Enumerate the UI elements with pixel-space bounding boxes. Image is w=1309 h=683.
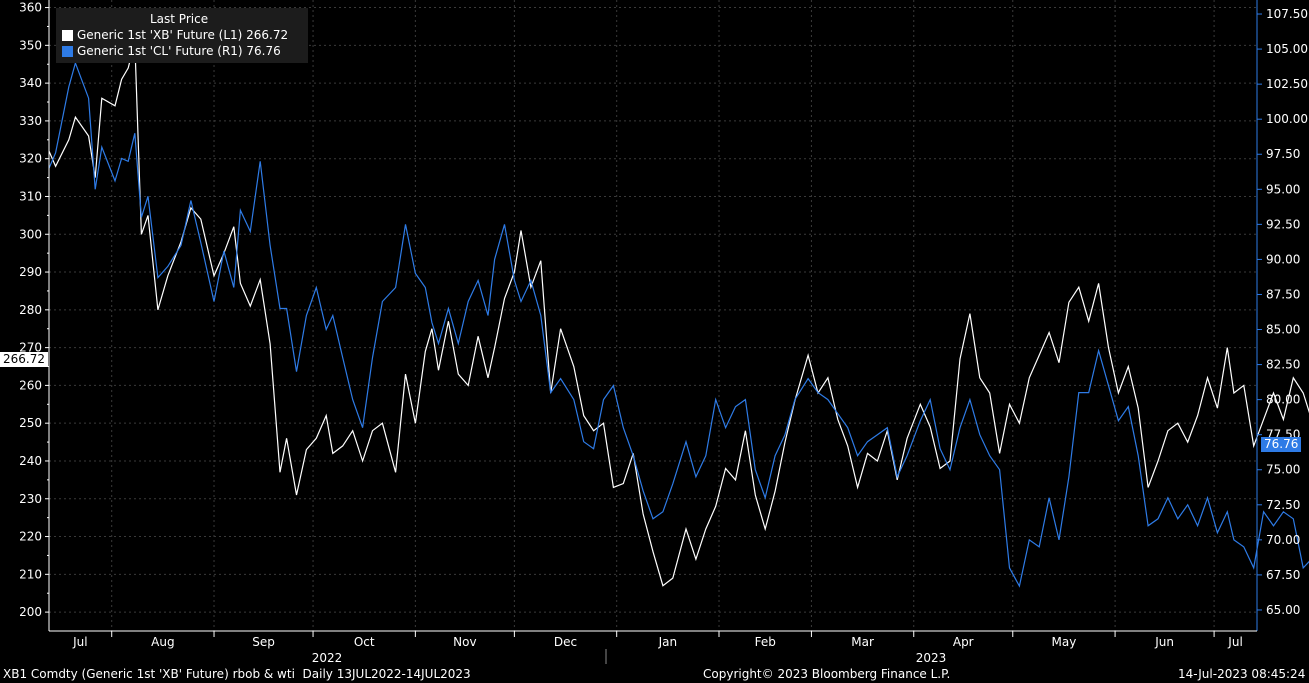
y-left-tick-label: 330 [19, 114, 42, 128]
y-right-tick-label: 65.00 [1266, 603, 1300, 617]
x-month-label: Oct [354, 635, 375, 649]
legend-title: Last Price [150, 12, 209, 26]
series-line-cl [48, 61, 1309, 588]
last-value-left-badge: 266.72 [0, 352, 48, 367]
y-right-tick-label: 80.00 [1266, 393, 1300, 407]
y-left-tick-label: 310 [19, 189, 42, 203]
y-right-tick-label: 70.00 [1266, 533, 1300, 547]
x-month-label: Mar [851, 635, 874, 649]
x-month-label: Jun [1154, 635, 1174, 649]
y-left-tick-label: 300 [19, 227, 42, 241]
y-left-tick-label: 340 [19, 76, 42, 90]
grid [49, 0, 1257, 631]
y-right-tick-label: 85.00 [1266, 323, 1300, 337]
y-left-tick-label: 290 [19, 265, 42, 279]
y-left-tick-label: 280 [19, 303, 42, 317]
x-month-label: Jan [658, 635, 678, 649]
legend-item-cl: Generic 1st 'CL' Future (R1) 76.76 [62, 44, 281, 58]
y-axis-left-ticks: 200 210 220 230 240 250 260 270 280 290 300 310 320 3… [19, 1, 49, 619]
x-month-label: Sep [252, 635, 275, 649]
y-right-tick-label: 102.50 [1266, 77, 1308, 91]
legend: Last Price Generic 1st 'XB' Future (L1) … [56, 8, 308, 63]
y-right-tick-label: 67.50 [1266, 568, 1300, 582]
y-right-tick-label: 82.50 [1266, 358, 1300, 372]
y-left-tick-label: 320 [19, 152, 42, 166]
series-line-xb [48, 41, 1309, 587]
footer-copyright: Copyright© 2023 Bloomberg Finance L.P. [703, 667, 951, 681]
y-right-tick-label: 75.00 [1266, 463, 1300, 477]
y-right-tick-label: 105.00 [1266, 42, 1308, 56]
y-left-tick-label: 250 [19, 416, 42, 430]
y-left-tick-label: 270 [19, 341, 42, 355]
series-lines [48, 41, 1309, 588]
x-month-label: May [1052, 635, 1077, 649]
y-right-tick-label: 72.50 [1266, 498, 1300, 512]
axes [48, 0, 1258, 632]
legend-item-xb: Generic 1st 'XB' Future (L1) 266.72 [62, 28, 288, 42]
x-month-label: Feb [755, 635, 776, 649]
y-right-tick-label: 92.50 [1266, 217, 1300, 231]
x-month-label: Jul [1227, 635, 1242, 649]
y-left-tick-label: 350 [19, 38, 42, 52]
legend-label-xb: Generic 1st 'XB' Future (L1) 266.72 [77, 28, 289, 42]
y-left-tick-label: 360 [19, 1, 42, 15]
legend-swatch-cl [62, 45, 73, 57]
y-left-tick-label: 220 [19, 530, 42, 544]
y-right-tick-label: 97.50 [1266, 147, 1300, 161]
x-year-label: 2022 [312, 651, 343, 665]
y-right-tick-label: 107.50 [1266, 7, 1308, 21]
x-month-label: Apr [953, 635, 974, 649]
y-left-tick-label: 210 [19, 567, 42, 581]
footer-description: XB1 Comdty (Generic 1st 'XB' Future) rbo… [3, 667, 471, 681]
x-axis-month-ticks: Jul Aug Sep Oct Nov Dec Jan Feb Mar Apr May Jun Jul 2… [72, 631, 1243, 665]
x-year-label: 2023 [916, 651, 947, 665]
y-right-tick-label: 90.00 [1266, 252, 1300, 266]
y-right-tick-label: 95.00 [1266, 182, 1300, 196]
y-right-tick-label: 100.00 [1266, 112, 1308, 126]
y-axis-right-ticks: 65.0067.5070.0072.5075.0077.5080.0082.50… [1257, 7, 1308, 617]
last-value-right-badge: 76.76 [1261, 437, 1302, 453]
x-month-label: Aug [151, 635, 174, 649]
footer-timestamp: 14-Jul-2023 08:45:24 [1178, 667, 1306, 681]
x-month-label: Jul [72, 635, 87, 649]
y-right-tick-label: 87.50 [1266, 287, 1300, 301]
legend-swatch-xb [62, 29, 73, 41]
y-left-tick-label: 230 [19, 492, 42, 506]
x-month-label: Nov [453, 635, 476, 649]
legend-label-cl: Generic 1st 'CL' Future (R1) 76.76 [77, 44, 281, 58]
y-left-tick-label: 240 [19, 454, 42, 468]
y-left-tick-label: 200 [19, 605, 42, 619]
y-left-tick-label: 260 [19, 378, 42, 392]
x-month-label: Dec [554, 635, 577, 649]
